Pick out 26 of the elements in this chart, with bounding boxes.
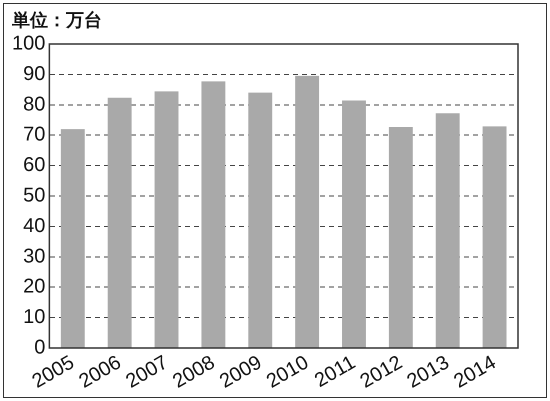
- bar: [482, 126, 507, 348]
- bar: [108, 98, 132, 348]
- y-tick-label: 70: [23, 124, 46, 146]
- bar: [60, 129, 85, 348]
- y-axis-title: 単位：万台: [11, 10, 102, 30]
- x-tick-label: 2011: [310, 351, 360, 392]
- y-tick-label: 30: [23, 245, 46, 268]
- bar: [201, 81, 226, 348]
- bar: [436, 113, 460, 348]
- y-tick-label: 50: [23, 184, 46, 206]
- x-tick-label: 2006: [75, 351, 125, 393]
- y-tick-label: 40: [23, 214, 46, 237]
- y-tick-label: 100: [12, 32, 46, 55]
- bar: [342, 100, 366, 348]
- bar: [295, 76, 320, 348]
- x-tick-label: 2014: [450, 351, 500, 393]
- y-tick-label: 0: [34, 336, 46, 358]
- y-tick-label: 80: [23, 93, 46, 116]
- bar: [154, 91, 178, 348]
- bar: [248, 92, 272, 348]
- y-tick-label: 60: [23, 154, 46, 176]
- y-tick-label: 10: [23, 306, 46, 328]
- bar: [388, 126, 413, 348]
- y-tick-label: 20: [23, 276, 46, 298]
- y-tick-label: 90: [23, 62, 46, 85]
- x-tick-label: 2007: [122, 351, 172, 393]
